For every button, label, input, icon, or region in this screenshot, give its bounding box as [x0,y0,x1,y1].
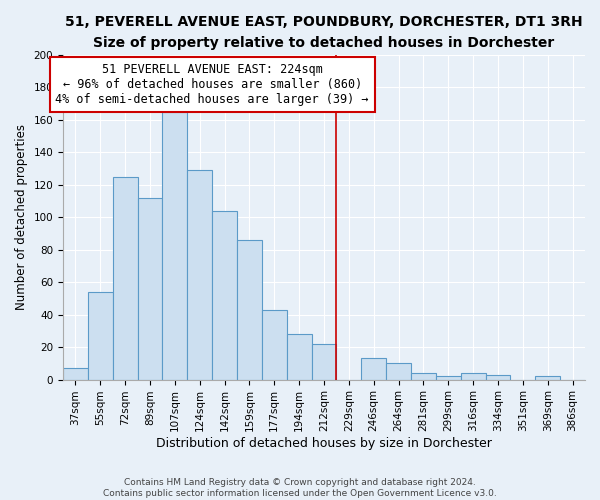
Bar [361,358,386,380]
Title: 51, PEVERELL AVENUE EAST, POUNDBURY, DORCHESTER, DT1 3RH
Size of property relati: 51, PEVERELL AVENUE EAST, POUNDBURY, DOR… [65,15,583,50]
Text: 51 PEVERELL AVENUE EAST: 224sqm
← 96% of detached houses are smaller (860)
4% of: 51 PEVERELL AVENUE EAST: 224sqm ← 96% of… [55,63,369,106]
Bar [461,373,485,380]
Bar [63,368,88,380]
Bar [88,292,113,380]
X-axis label: Distribution of detached houses by size in Dorchester: Distribution of detached houses by size … [156,437,492,450]
Bar [212,211,237,380]
Bar [311,344,337,380]
Bar [411,373,436,380]
Bar [163,112,187,380]
Bar [436,376,461,380]
Bar [237,240,262,380]
Bar [113,176,137,380]
Bar [287,334,311,380]
Text: Contains HM Land Registry data © Crown copyright and database right 2024.
Contai: Contains HM Land Registry data © Crown c… [103,478,497,498]
Bar [187,170,212,380]
Bar [535,376,560,380]
Bar [137,198,163,380]
Bar [386,364,411,380]
Bar [262,310,287,380]
Bar [485,374,511,380]
Y-axis label: Number of detached properties: Number of detached properties [15,124,28,310]
